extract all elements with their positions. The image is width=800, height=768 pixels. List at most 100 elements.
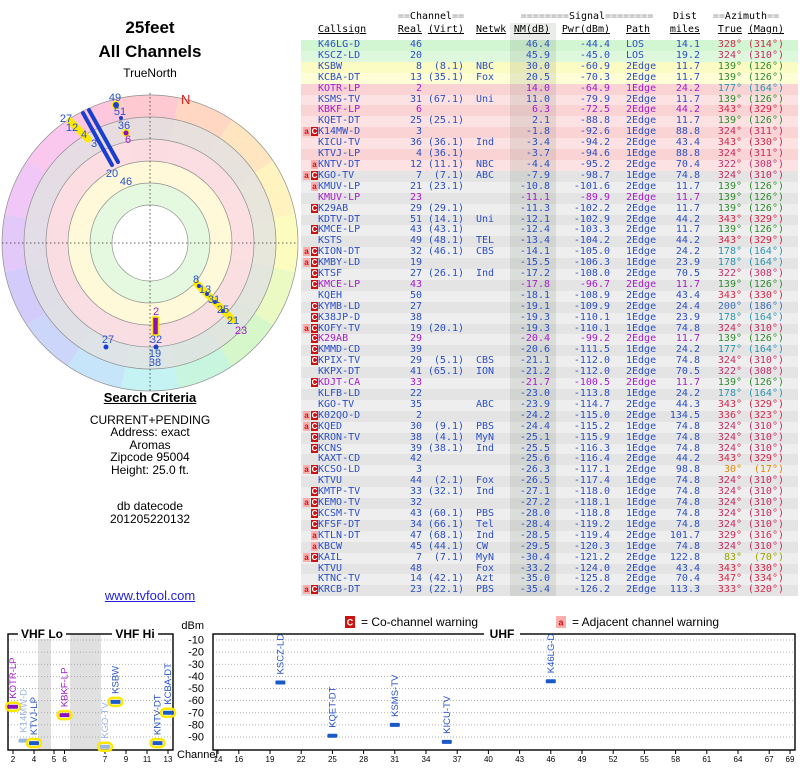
distance: 11.7 [675,71,700,83]
power: -121.2 [573,551,610,563]
power: -104.2 [573,235,610,247]
tvfool-link[interactable]: www.tvfool.com [104,588,196,603]
power: -79.9 [579,93,610,105]
signal-vector [81,111,114,167]
channel-tick-label: 61 [702,755,711,764]
network [468,105,510,116]
callsign: KLFB-LD [318,389,361,399]
noise-margin: -12.1 [510,214,556,226]
noise-margin: 2.1 [510,115,556,128]
azimuth-magnetic: (316°) [747,529,784,541]
azimuth-magnetic: (126°) [747,333,784,345]
azimuth-true: 30° [723,464,742,476]
path: 1Edge [626,518,657,530]
db-datecode-value: 201205220132 [109,511,191,526]
real-channel: 3 [415,464,422,476]
noise-margin: -23.9 [510,399,556,411]
power: -60.9 [579,60,610,72]
path: 1Edge [626,507,657,519]
radar-channel-label: 12 [66,122,78,134]
distance: 24.2 [675,344,700,356]
table-row: KGO-TV 35 ABC -23.9 -114.7 2Edge 44.3 343° (329°… [301,399,798,411]
power: -100.5 [573,377,610,389]
path: 2Edge [626,584,657,596]
azimuth-magnetic: (126°) [747,115,784,127]
virtual-channel [422,389,468,400]
adjacent-channel-warning-icon: a [311,541,318,551]
virtual-channel: (48.1) [427,235,464,247]
radar-channel-label: 31 [208,294,220,306]
warning-flags: C [301,269,318,280]
table-row: KQET-DT 25 (25.1) 2.1 -88.8 2Edge 11.7 139° (126… [301,115,798,128]
path: 2Edge [626,115,657,127]
table-row: KTVU 44 (2.1) Fox -26.5 -117.4 1Edge 74.8 324° (3… [301,475,798,488]
real-channel: 22 [409,388,422,399]
azimuth-true: 200° [717,300,742,312]
distance: 113.3 [669,584,700,596]
virtual-channel [422,280,468,291]
table-row: KMUV-LP 23 -11.1 -89.9 2Edge 11.7 139° (126°) [301,191,798,204]
adjacent-channel-warning-icon: a [303,585,310,595]
azimuth-true: 139° [717,60,742,72]
azimuth-magnetic: (126°) [747,180,784,192]
table-row: KICU-TV 36 (36.1) Ind -3.4 -94.2 2Edge 43.4 343°… [301,137,798,150]
power: -98.7 [579,169,610,181]
callsign: KMUV-LP [318,192,361,203]
real-channel: 39 [409,442,422,454]
path: 2Edge [626,137,657,149]
real-channel: 42 [409,453,422,465]
network: MyN [476,551,495,563]
power: -112.0 [573,355,610,367]
virtual-channel: (32.1) [427,486,464,498]
path: 1Edge [626,322,657,334]
distance: 24.2 [675,246,700,258]
col-pwr: Pwr(dBm) [561,24,610,35]
real-channel: 43 [409,278,422,290]
network: Fox [476,71,495,83]
path: 1Edge [626,540,657,552]
warning-flags [301,215,318,226]
radar-channel-label: 20 [106,168,118,180]
callsign: KMMD-CD [318,345,361,356]
signal-table: ==Channel== ========Signal======== Dist … [301,11,798,597]
radar-channel-label: 8 [193,274,199,286]
table-row: C K29AB 29 -20.4 -99.2 2Edge 11.7 139° (126°) [301,333,798,346]
callsign: KRCB-DT [318,585,361,596]
warning-flags [301,400,318,411]
real-channel: 20 [409,49,422,61]
power: -45.0 [579,49,610,61]
path: 2Edge [626,158,657,170]
real-channel: 45 [409,540,422,552]
path: 1Edge [626,355,657,367]
network: TEL [476,235,495,247]
path: 2Edge [626,180,657,192]
network [468,334,510,345]
distance: 134.5 [669,409,700,421]
path: 2Edge [626,289,657,301]
azimuth-true: 324° [717,49,742,61]
station-marker [110,699,121,704]
callsign: KION-DT [318,247,361,258]
table-row: a C K02QO-D 2 -24.2 -115.0 2Edge 134.5 336° (323°… [301,409,798,422]
path: 2Edge [626,213,657,225]
real-channel: 43 [409,224,422,236]
warning-flags: C [301,432,318,444]
virtual-channel [422,334,468,345]
search-city: Aromas [129,437,171,452]
power: -96.7 [579,278,610,290]
uhf-panel [212,633,796,751]
callsign: KPIX-TV [318,356,361,367]
network [468,204,510,215]
channel-tick-label: 28 [359,755,368,764]
power: -125.8 [573,573,610,585]
distance: 11.7 [675,180,700,192]
power: -88.8 [579,115,610,127]
noise-margin: -3.4 [510,137,556,150]
channel-axis-label: Channel [177,749,218,761]
channel-tick-label: 19 [266,755,275,764]
real-channel: 23 [409,191,422,203]
azimuth-group-header: ==Azimuth== [712,11,780,22]
azimuth-true: 343° [717,289,742,301]
